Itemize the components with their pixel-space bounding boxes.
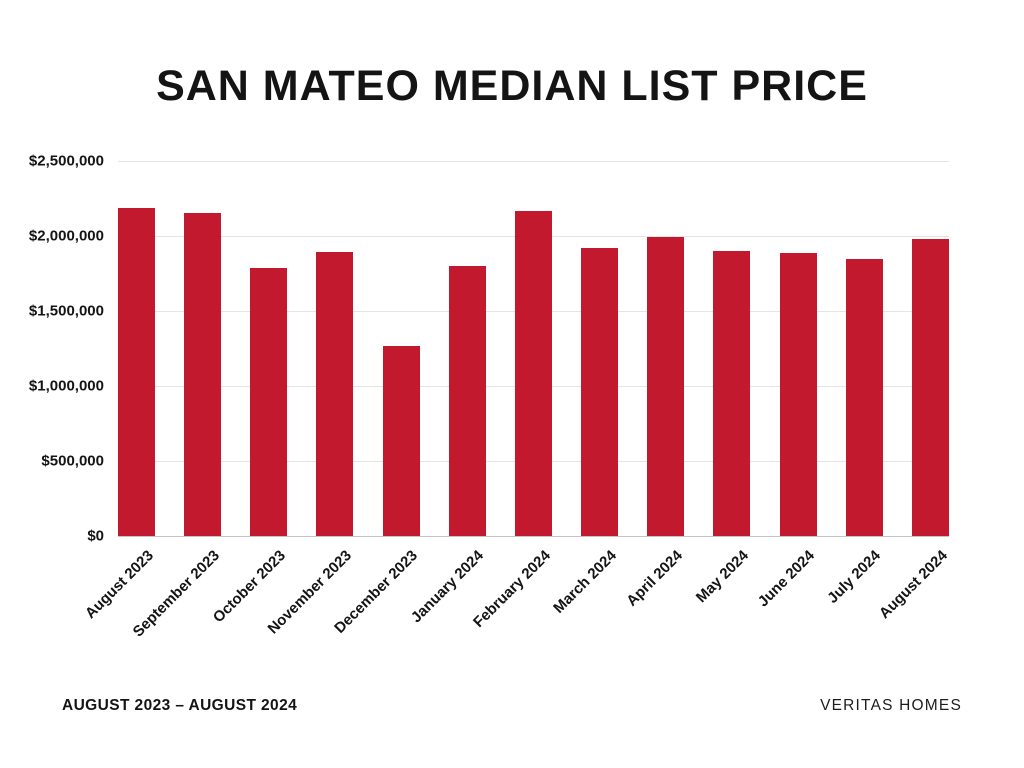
- bar-may-2024: [713, 251, 751, 536]
- y-axis-tick-label: $2,000,000: [28, 227, 104, 245]
- y-axis-tick-label: $1,000,000: [28, 377, 104, 395]
- bar-december-2023: [382, 346, 420, 536]
- bar-march-2024: [581, 248, 619, 536]
- bar-february-2024: [514, 210, 552, 536]
- bar-september-2023: [184, 212, 222, 536]
- y-axis-tick-label: $1,500,000: [28, 302, 104, 320]
- bar-july-2024: [845, 258, 883, 536]
- bar-chart-plot-area: $2,500,000 $2,000,000 $1,500,000 $1,000,000…: [29, 153, 949, 545]
- bar-june-2024: [779, 252, 817, 536]
- chart-title: SAN MATEO MEDIAN LIST PRICE: [156, 62, 868, 110]
- bar-august-2024: [911, 239, 949, 536]
- bar-series: [118, 161, 949, 536]
- footer: AUGUST 2023 – AUGUST 2024 VERITAS HOMES: [62, 697, 962, 715]
- bar-january-2024: [448, 266, 486, 536]
- date-range-label: AUGUST 2023 – AUGUST 2024: [62, 697, 298, 714]
- x-axis-labels: August 2023 September 2023 October 2023 Nov…: [81, 537, 950, 697]
- bar-november-2023: [316, 251, 354, 536]
- gridline: [118, 536, 949, 537]
- y-axis-tick-label: $0: [87, 527, 104, 545]
- bar-august-2023: [118, 207, 155, 536]
- gridline: [118, 161, 949, 162]
- brand-label: VERITAS HOMES: [820, 697, 962, 714]
- bar-april-2024: [647, 236, 685, 536]
- y-axis-tick-label: $2,500,000: [28, 152, 104, 170]
- y-axis-tick-label: $500,000: [41, 452, 104, 470]
- bar-october-2023: [250, 267, 288, 536]
